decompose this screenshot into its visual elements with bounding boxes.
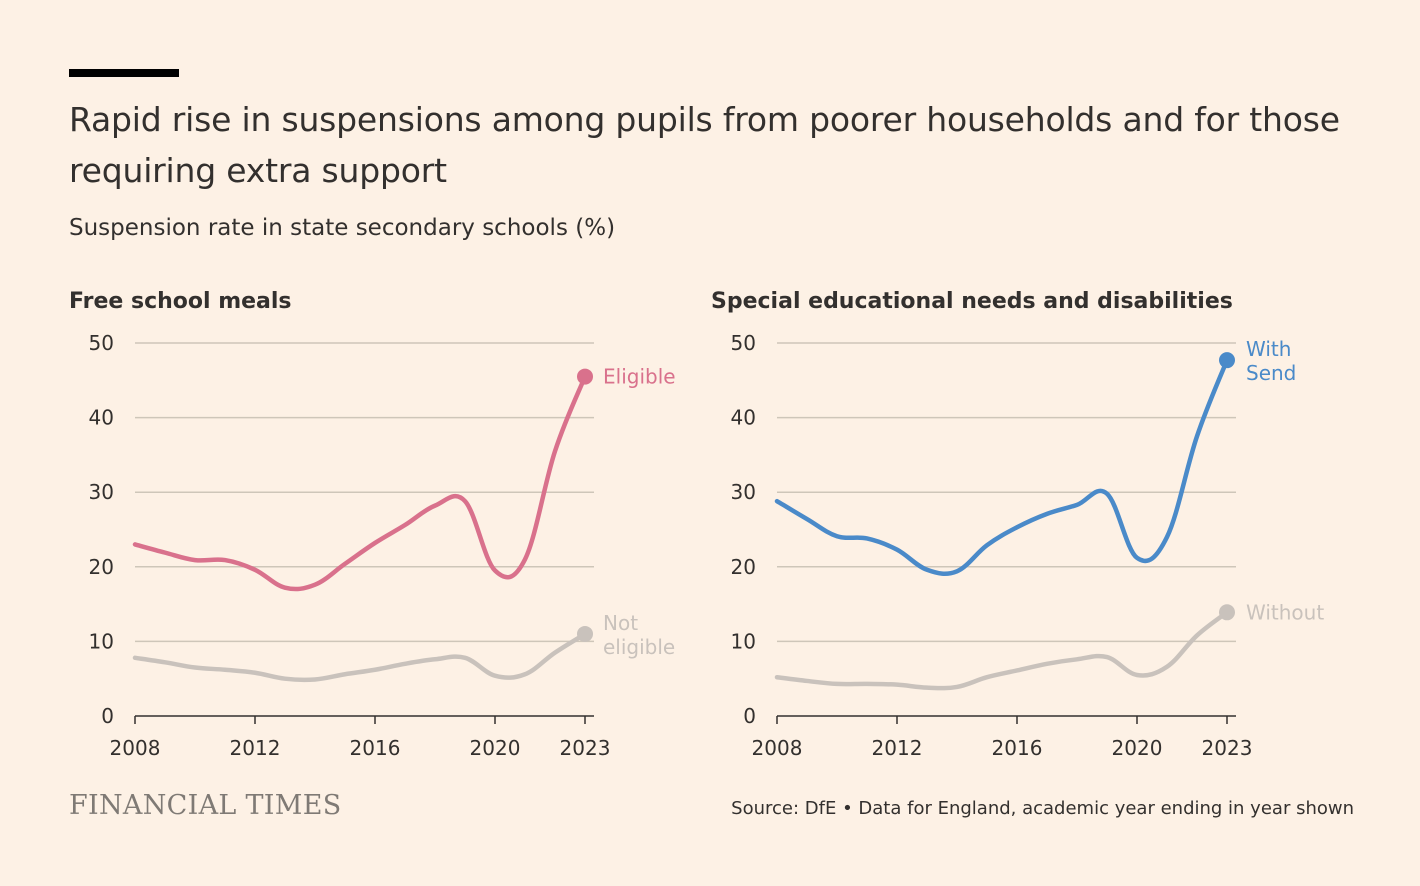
- series-end-dot-with-send: [1219, 352, 1235, 369]
- series-label-line: With: [1246, 337, 1291, 361]
- ft-logo: FINANCIAL TIMES: [69, 790, 342, 821]
- x-tick-label: 2020: [470, 736, 521, 760]
- send-chart: Special educational needs and disabiliti…: [711, 289, 1324, 760]
- series-line-without: [774, 610, 1230, 691]
- series-label-line: eligible: [603, 635, 675, 659]
- x-tick-label: 2023: [1202, 736, 1253, 760]
- x-tick-label: 2008: [110, 736, 161, 760]
- source-note: Source: DfE • Data for England, academic…: [731, 798, 1354, 819]
- x-tick-label: 2023: [560, 736, 611, 760]
- y-tick-label: 0: [101, 704, 114, 728]
- chart-title: Free school meals: [69, 289, 292, 314]
- y-tick-label: 30: [731, 480, 756, 504]
- chart-title: Special educational needs and disabiliti…: [711, 289, 1233, 314]
- series-label-eligible: Eligible: [603, 365, 676, 389]
- y-tick-label: 40: [89, 406, 114, 430]
- x-tick-label: 2016: [992, 736, 1043, 760]
- series-line-eligible: [132, 374, 588, 592]
- series-label-not-eligible: Not eligible: [603, 611, 675, 659]
- x-tick-label: 2020: [1112, 736, 1163, 760]
- y-tick-label: 20: [731, 555, 756, 579]
- series-end-dot-without: [1219, 604, 1235, 621]
- y-tick-label: 40: [731, 406, 756, 430]
- series-line-with-send: [774, 357, 1230, 577]
- series-line-not-eligible: [132, 631, 588, 683]
- series-end-dot-not-eligible: [577, 625, 593, 642]
- x-tick-label: 2012: [872, 736, 923, 760]
- y-tick-label: 20: [89, 555, 114, 579]
- y-tick-label: 50: [89, 331, 114, 355]
- series-end-dot-eligible: [577, 368, 593, 385]
- series-label-line: Without: [1246, 600, 1324, 624]
- series-label-without: Without: [1246, 600, 1324, 624]
- x-tick-label: 2008: [752, 736, 803, 760]
- top-accent-bar: [69, 69, 179, 77]
- free-school-meals-chart: Free school meals 0 10 20 30 40 50 2008 2012 2016…: [69, 289, 676, 760]
- series-label-with-send: With Send: [1246, 337, 1296, 385]
- y-tick-label: 50: [731, 331, 756, 355]
- series-label-line: Eligible: [603, 365, 676, 389]
- series-label-line: Not: [603, 611, 638, 635]
- series-label-line: Send: [1246, 361, 1296, 385]
- x-tick-label: 2012: [230, 736, 281, 760]
- chart-headline: Rapid rise in suspensions among pupils f…: [69, 100, 1340, 190]
- y-tick-label: 10: [731, 629, 756, 653]
- x-tick-label: 2016: [350, 736, 401, 760]
- y-tick-label: 10: [89, 629, 114, 653]
- y-tick-label: 30: [89, 480, 114, 504]
- y-tick-label: 0: [743, 704, 756, 728]
- chart-subtitle: Suspension rate in state secondary schoo…: [69, 215, 616, 241]
